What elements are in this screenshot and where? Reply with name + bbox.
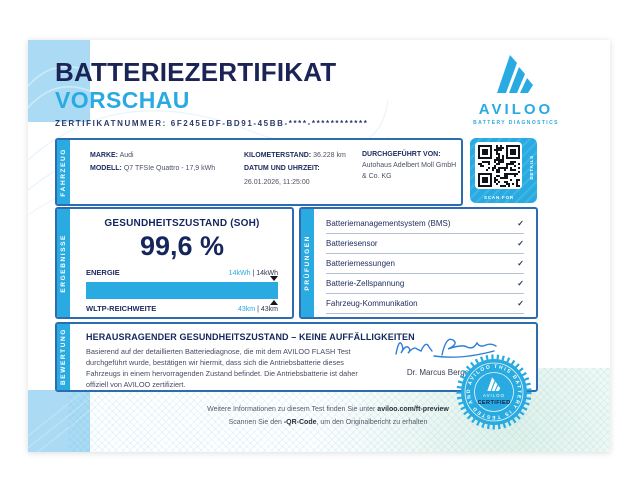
soh-value: 99,6 % [139, 231, 225, 261]
certificate-number-value: 6F245EDF-BD91-45BB-****-************ [170, 119, 369, 128]
check-icon: ✓ [517, 279, 524, 288]
energie-values: 14kWh | 14kWh [228, 270, 278, 277]
footer-info: Weitere Informationen zu diesem Test fin… [88, 404, 568, 429]
section-fahrzeug: FAHRZEUG MARKE: Audi MODELL: Q7 TFSIe Qu… [55, 138, 463, 206]
wltp-label: WLTP-REICHWEITE [86, 304, 157, 313]
energie-row: ENERGIE 14kWh | 14kWh [86, 268, 278, 277]
footer-line2: Scannen Sie den -QR-Code, um den Origina… [228, 418, 428, 426]
certificate-page: BATTERIEZERTIFIKAT VORSCHAU ZERTIFIKATNU… [28, 40, 610, 452]
wltp-values: 43km | 43km [238, 306, 278, 313]
badge-label: CERTIFIED [477, 400, 510, 406]
section-tab-ergebnisse: ERGEBNISSE [57, 209, 70, 317]
footer-line1: Weitere Informationen zu diesem Test fin… [207, 406, 449, 413]
aviloo-logo: AVILOO BATTERY DIAGNOSTICS [461, 54, 571, 126]
vehicle-info-column2: KILOMETERSTAND: 36.228 km DATUM UND UHRZ… [244, 149, 354, 189]
energy-range-bar [86, 276, 278, 305]
badge-aviloo-icon [487, 377, 501, 392]
section-tab-pruefungen: PRÜFUNGEN [301, 209, 314, 317]
certified-badge: THIS BATTERY IS TESTED AND AVILOO CERTIF… [455, 353, 532, 430]
qr-caption-scan-for: SCAN FOR [484, 195, 514, 200]
aviloo-tagline: BATTERY DIAGNOSTICS [473, 120, 559, 126]
vehicle-info-column3: DURCHGEFÜHRT VON: Autohaus Adelbert Moll… [362, 149, 461, 183]
section-label-bewertung: BEWERTUNG [60, 328, 67, 386]
vehicle-info-column1: MARKE: Audi MODELL: Q7 TFSIe Quattro - 1… [90, 149, 215, 176]
marke-value: Audi [119, 152, 134, 159]
corner-decoration-bottom-left [28, 390, 90, 452]
check-icon: ✓ [517, 259, 524, 268]
kilometerstand-label: KILOMETERSTAND: [244, 152, 312, 159]
check-icon: ✓ [517, 299, 524, 308]
signature-icon [395, 338, 497, 358]
aviloo-logo-icon [497, 55, 533, 93]
aviloo-wordmark: AVILOO [478, 101, 554, 118]
section-tab-fahrzeug: FAHRZEUG [57, 140, 70, 204]
badge-brand: AVILOO [483, 393, 505, 398]
qr-code [477, 144, 520, 187]
modell-value: Q7 TFSIe Quattro - 17,9 kWh [123, 165, 216, 173]
datum-value: 26.01.2026, 11:25:00 [244, 178, 310, 186]
check-row-kommunikation: Fahrzeug-Kommunikation ✓ [326, 294, 524, 314]
datum-label: DATUM UND UHRZEIT: [244, 165, 320, 173]
section-label-fahrzeug: FAHRZEUG [60, 147, 67, 197]
aviloo-link[interactable]: aviloo.com/ft-preview [377, 406, 449, 413]
check-icon: ✓ [517, 219, 524, 228]
check-icon: ✓ [517, 239, 524, 248]
qr-code-card [475, 142, 522, 189]
wltp-row: WLTP-REICHWEITE 43km | 43km [86, 304, 278, 313]
assessment-headline: HERAUSRAGENDER GESUNDHEITSZUSTAND – KEIN… [86, 332, 415, 342]
range-marker-top-icon [270, 276, 278, 281]
field-marke: MARKE: Audi [90, 149, 215, 162]
modell-label: MODELL: [90, 165, 122, 173]
field-datum: DATUM UND UHRZEIT: 26.01.2026, 11:25:00 [244, 162, 354, 189]
kilometerstand-value: 36.228 km [313, 152, 346, 159]
certificate-number-label: ZERTIFIKATNUMMER: [55, 119, 167, 128]
section-label-ergebnisse: ERGEBNISSE [60, 233, 67, 293]
section-ergebnisse: ERGEBNISSE GESUNDHEITSZUSTAND (SOH) 99,6… [55, 207, 294, 319]
durchgefuehrt-value: Autohaus Adelbert Moll GmbH & Co. KG [362, 162, 457, 181]
signature-block: Dr. Marcus Berger, CEO [370, 332, 530, 377]
qr-caption-details: DETAILS [529, 154, 534, 180]
section-pruefungen: PRÜFUNGEN Batteriemanagementsystem (BMS)… [299, 207, 538, 319]
signer-name: Dr. Marcus Berger, CEO [406, 368, 494, 377]
check-row-sensor: Batteriesensor ✓ [326, 234, 524, 254]
assessment-body: Basierend auf der detaillierten Batterie… [86, 347, 358, 389]
durchgefuehrt-label: DURCHGEFÜHRT VON: [362, 151, 441, 158]
range-marker-bottom-icon [270, 300, 278, 305]
section-label-pruefungen: PRÜFUNGEN [304, 235, 311, 291]
soh-title: GESUNDHEITSZUSTAND (SOH) [104, 218, 260, 229]
marke-label: MARKE: [90, 152, 118, 159]
energie-label: ENERGIE [86, 268, 120, 277]
section-bewertung: BEWERTUNG HERAUSRAGENDER GESUNDHEITSZUST… [55, 322, 538, 392]
page-title: BATTERIEZERTIFIKAT [55, 57, 337, 87]
page-subtitle: VORSCHAU [55, 87, 190, 113]
qr-code-block: SCAN FOR DETAILS [470, 138, 537, 203]
field-kilometerstand: KILOMETERSTAND: 36.228 km [244, 149, 354, 162]
field-modell: MODELL: Q7 TFSIe Quattro - 17,9 kWh [90, 162, 215, 175]
certificate-number: ZERTIFIKATNUMMER: 6F245EDF-BD91-45BB-***… [55, 119, 368, 128]
check-row-messungen: Batteriemessungen ✓ [326, 254, 524, 274]
check-row-zellspannung: Batterie-Zellspannung ✓ [326, 274, 524, 294]
check-row-bms: Batteriemanagementsystem (BMS) ✓ [326, 214, 524, 234]
section-tab-bewertung: BEWERTUNG [57, 324, 70, 390]
